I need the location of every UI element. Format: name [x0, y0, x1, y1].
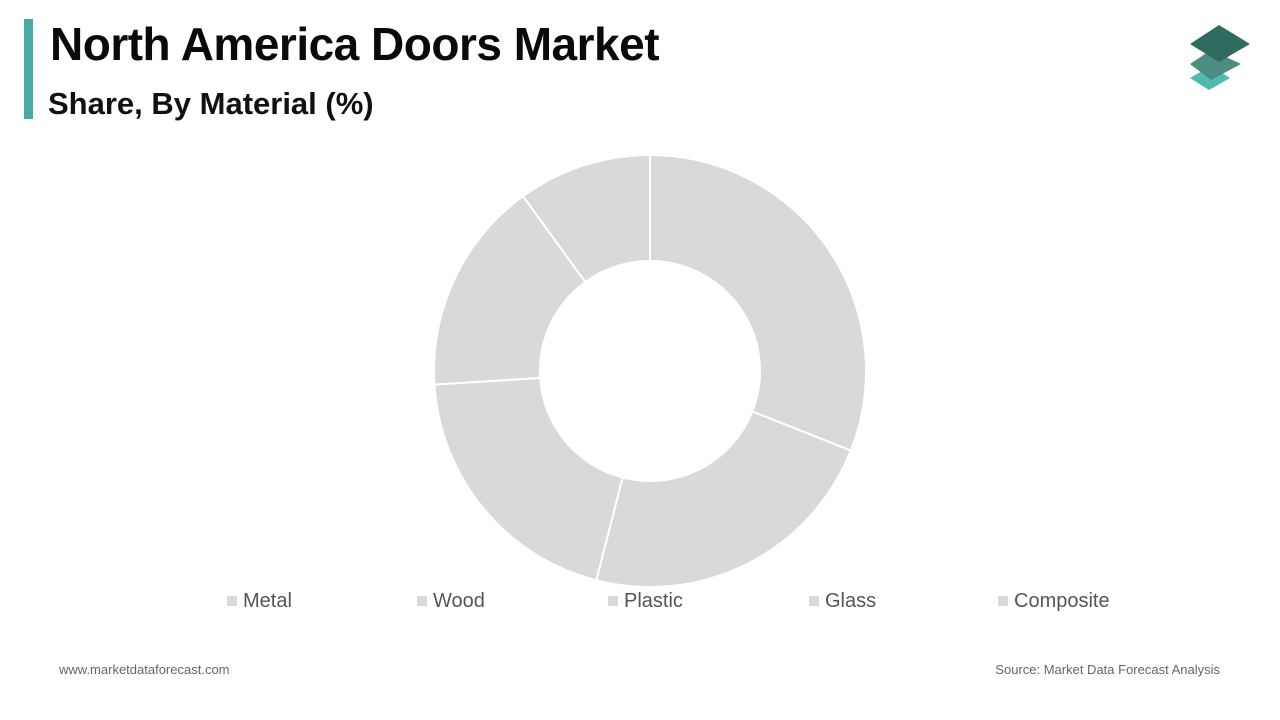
legend-label: Plastic	[624, 589, 683, 612]
slice-wood	[595, 410, 853, 588]
stacked-layers-icon	[1190, 25, 1250, 90]
legend-label: Glass	[825, 589, 877, 612]
legend-item-wood: Wood	[417, 589, 485, 613]
page-title: North America Doors Market	[50, 18, 660, 70]
legend-swatch	[809, 596, 819, 606]
title-accent-bar	[24, 19, 33, 119]
page-subtitle: Share, By Material (%)	[48, 86, 374, 121]
slice-metal	[649, 153, 867, 452]
legend-item-metal: Metal	[227, 589, 292, 613]
slice-plastic	[433, 376, 624, 582]
footer-source: Source: Market Data Forecast Analysis	[995, 662, 1220, 677]
legend-label: Wood	[433, 589, 485, 612]
legend-item-composite: Composite	[998, 589, 1110, 613]
legend-label: Metal	[243, 589, 292, 612]
legend-swatch	[608, 596, 618, 606]
legend-item-glass: Glass	[809, 589, 876, 613]
legend-swatch	[227, 596, 237, 606]
slice-composite	[521, 153, 651, 284]
slice-glass	[433, 194, 587, 386]
legend-item-plastic: Plastic	[608, 589, 683, 613]
legend-swatch	[998, 596, 1008, 606]
legend-swatch	[417, 596, 427, 606]
footer-website: www.marketdataforecast.com	[59, 662, 230, 677]
legend-label: Composite	[1014, 589, 1110, 612]
